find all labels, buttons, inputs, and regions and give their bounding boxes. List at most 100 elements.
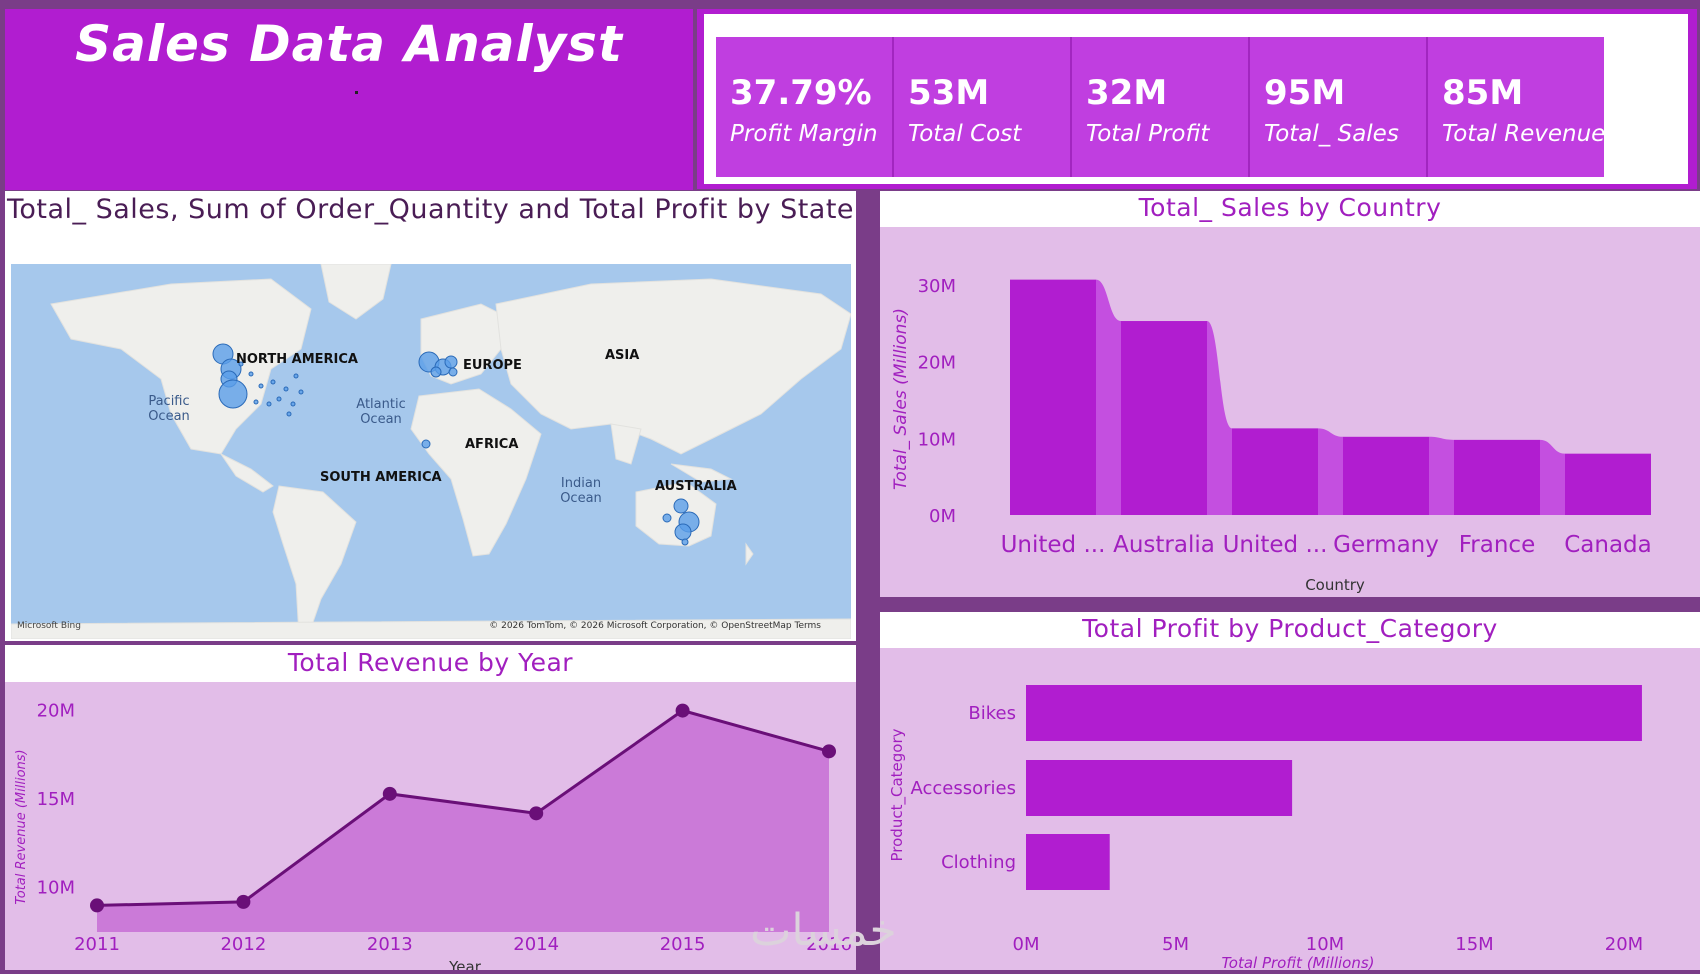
revenue-area: [97, 710, 829, 932]
country-bar: [1121, 321, 1207, 515]
continent-label: SOUTH AMERICA: [320, 470, 442, 485]
x-tick-label: 5M: [1162, 934, 1189, 955]
kpi-frame: 37.79% Profit Margin 53M Total Cost 32M …: [697, 9, 1697, 189]
ribbon-connector: [1207, 321, 1232, 515]
map-attribution[interactable]: © 2026 TomTom, © 2026 Microsoft Corporat…: [489, 621, 821, 631]
bing-logo: Microsoft Bing: [17, 621, 81, 631]
x-tick-label: 20M: [1605, 934, 1643, 955]
watermark: خمسات: [750, 905, 897, 956]
revenue-point: [675, 703, 690, 718]
x-tick-label: 2011: [74, 934, 120, 955]
country-bar: [1343, 436, 1429, 515]
continent-label: ASIA: [605, 348, 640, 363]
y-tick-label: 15M: [37, 789, 75, 810]
ribbon-connector: [1096, 279, 1121, 515]
title-dot: [355, 91, 358, 94]
x-tick-label: 15M: [1455, 934, 1493, 955]
category-chart: Bikes Accessories Clothing 0M 5M 10M 15M 20M Tot…: [888, 685, 1643, 972]
kpi-label: Total Revenue: [1442, 121, 1606, 147]
category-bar: [1026, 834, 1110, 890]
continent-label: AFRICA: [465, 437, 519, 452]
revenue-plot-area: 10M 15M 20M 2011 2012 2013 2014 2015 2016 Year Tot…: [5, 682, 856, 974]
x-tick-label: Germany: [1333, 532, 1439, 558]
y-tick-label: 30M: [918, 276, 956, 297]
x-tick-label: France: [1459, 532, 1535, 558]
x-tick-label: Canada: [1564, 532, 1652, 558]
country-bar: [1010, 279, 1096, 515]
revenue-point: [382, 786, 397, 801]
country-bar: [1454, 439, 1540, 515]
world-map[interactable]: NORTH AMERICA EUROPE ASIA AFRICA SOUTH A…: [11, 264, 851, 639]
x-tick-label: 2013: [367, 934, 413, 955]
map-land: [11, 264, 851, 639]
x-tick-label: Australia: [1113, 532, 1215, 558]
y-tick-label: Bikes: [968, 703, 1016, 724]
country-chart: 0M 10M 20M 30M United ... Australia United ...…: [891, 276, 1652, 594]
continent-label: EUROPE: [463, 358, 522, 373]
y-tick-label: Clothing: [941, 852, 1016, 873]
y-axis-title: Product_Category: [888, 728, 907, 861]
x-tick-label: 2015: [660, 934, 706, 955]
kpi-card-total-cost[interactable]: 53M Total Cost: [894, 37, 1072, 177]
map-bubbles: [212, 343, 700, 546]
revenue-point: [529, 806, 544, 821]
x-axis-title: Total Profit (Millions): [1221, 954, 1374, 970]
ocean-label: Pacific Ocean: [148, 394, 190, 424]
revenue-chart-title: Total Revenue by Year: [287, 648, 574, 677]
x-tick-label: 2016: [806, 934, 852, 955]
country-chart-title: Total_ Sales by Country: [1138, 193, 1442, 222]
ocean-label: Atlantic Ocean: [356, 397, 406, 427]
ribbon-connector: [1429, 436, 1454, 515]
category-chart-title: Total Profit by Product_Category: [1082, 614, 1498, 643]
country-bar: [1232, 428, 1318, 515]
kpi-label: Total Profit: [1086, 121, 1210, 147]
continent-label: AUSTRALIA: [655, 479, 737, 494]
revenue-chart: 10M 15M 20M 2011 2012 2013 2014 2015 2016 Year Tot…: [14, 701, 852, 974]
kpi-value: 53M: [908, 73, 990, 113]
map-visual[interactable]: Total_ Sales, Sum of Order_Quantity and …: [5, 191, 856, 641]
revenue-point: [90, 898, 104, 913]
x-tick-label: United ...: [1001, 532, 1106, 558]
ribbon-connector: [1540, 439, 1565, 515]
kpi-value: 85M: [1442, 73, 1524, 113]
kpi-value: 95M: [1264, 73, 1346, 113]
map-title: Total_ Sales, Sum of Order_Quantity and …: [6, 194, 855, 225]
kpi-card-profit-margin[interactable]: 37.79% Profit Margin: [716, 37, 894, 177]
country-plot-area: 0M 10M 20M 30M United ... Australia United ...…: [880, 227, 1700, 597]
kpi-card-total-revenue[interactable]: 85M Total Revenue: [1428, 37, 1606, 177]
revenue-line: [96, 708, 830, 907]
revenue-point: [822, 744, 836, 759]
category-bar: [1026, 685, 1642, 741]
title-panel: Sales Data Analyst: [5, 9, 693, 190]
kpi-container: 37.79% Profit Margin 53M Total Cost 32M …: [704, 14, 1688, 184]
category-bar-visual[interactable]: Total Profit by Product_Category Bikes Ac…: [880, 612, 1700, 972]
x-tick-label: 0M: [1013, 934, 1040, 955]
kpi-value: 32M: [1086, 73, 1168, 113]
y-axis-title: Total_ Sales (Millions): [891, 308, 911, 490]
y-tick-label: 0M: [929, 506, 956, 527]
continent-label: NORTH AMERICA: [236, 352, 358, 367]
x-tick-label: United ...: [1223, 532, 1328, 558]
y-tick-label: 10M: [37, 878, 75, 899]
x-axis-title: Country: [1305, 576, 1365, 594]
x-tick-label: 2012: [220, 934, 266, 955]
revenue-point: [236, 894, 251, 909]
country-bar-visual[interactable]: Total_ Sales by Country 0M 10M 20M 30M Unite…: [880, 191, 1700, 597]
revenue-line-visual[interactable]: Total Revenue by Year 10M 15M 20M 2011 2012 2…: [5, 645, 856, 974]
kpi-card-total-sales[interactable]: 95M Total_ Sales: [1250, 37, 1428, 177]
kpi-value: 37.79%: [730, 73, 872, 113]
y-tick-label: 20M: [918, 353, 956, 374]
x-tick-label: 2014: [513, 934, 559, 955]
y-tick-label: 20M: [37, 701, 75, 722]
kpi-label: Total_ Sales: [1264, 121, 1399, 147]
kpi-card-total-profit[interactable]: 32M Total Profit: [1072, 37, 1250, 177]
category-plot-area: Bikes Accessories Clothing 0M 5M 10M 15M 20M Tot…: [880, 648, 1700, 972]
ocean-label: Indian Ocean: [560, 476, 602, 506]
y-tick-label: 10M: [918, 429, 956, 450]
page-title: Sales Data Analyst: [75, 15, 623, 73]
kpi-label: Total Cost: [908, 121, 1022, 147]
y-axis-title: Total Revenue (Millions): [14, 749, 29, 904]
country-bar: [1565, 453, 1651, 515]
y-tick-label: Accessories: [911, 778, 1017, 799]
x-axis-title: Year: [448, 958, 482, 970]
